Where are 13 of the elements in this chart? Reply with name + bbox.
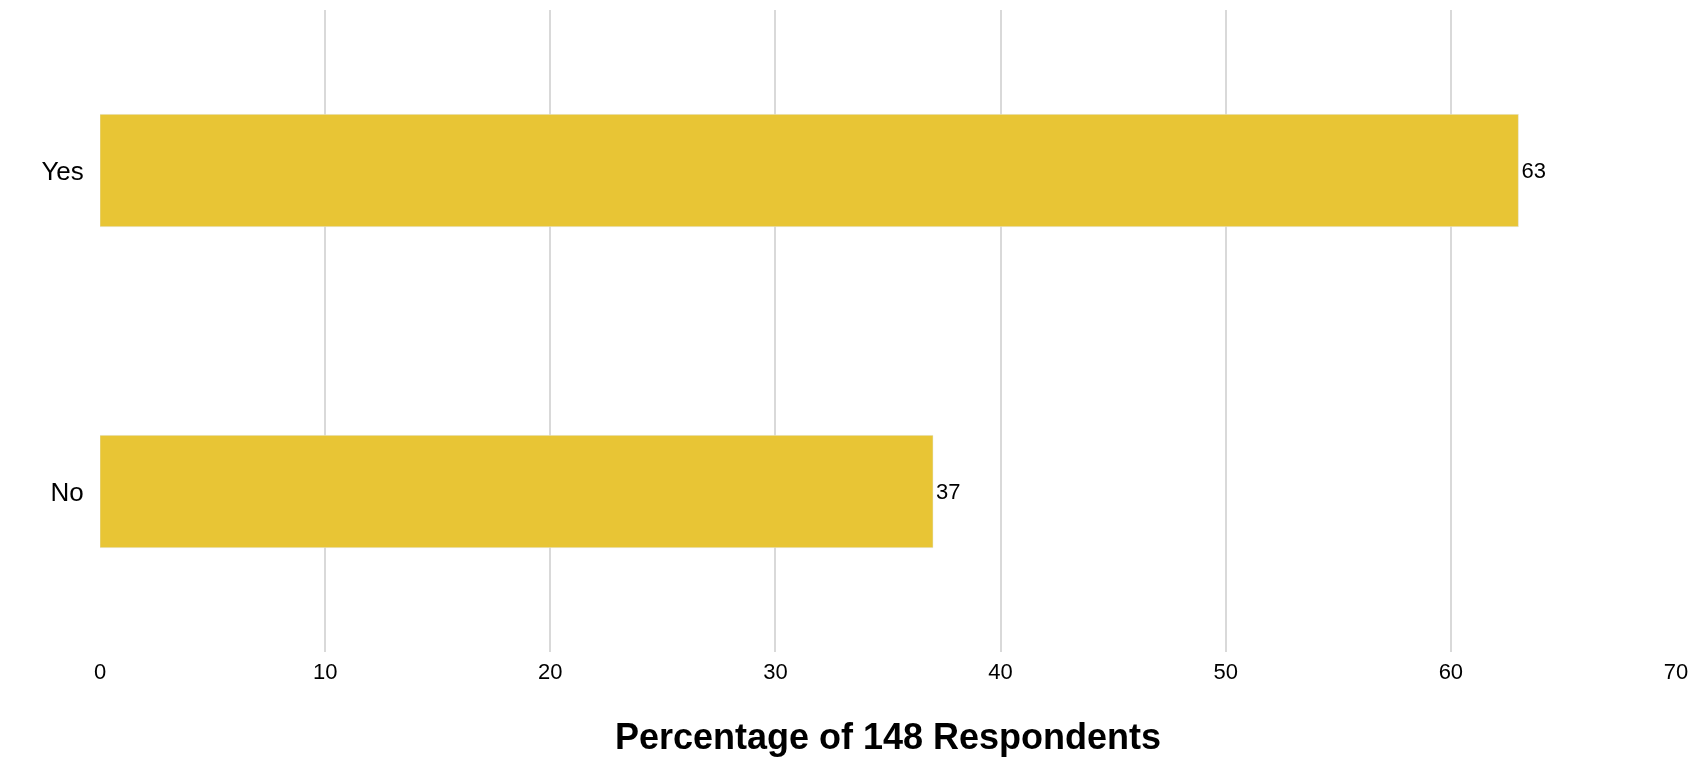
x-tick-label: 30 [763,659,788,685]
x-tick-label: 20 [538,659,563,685]
x-tick-label: 0 [93,659,107,685]
data-label: 37 [936,479,961,504]
y-tick-label: No [50,476,84,507]
x-axis-title: Percentage of 148 Respondents [614,716,1162,758]
y-tick-label: Yes [41,155,84,186]
x-tick-label: 50 [1213,659,1238,685]
x-tick-label: 70 [1663,659,1689,685]
x-tick-label: 10 [312,659,338,685]
x-tick-label: 60 [1438,659,1464,685]
x-tick-label: 40 [988,659,1013,685]
data-label: 63 [1521,158,1546,184]
